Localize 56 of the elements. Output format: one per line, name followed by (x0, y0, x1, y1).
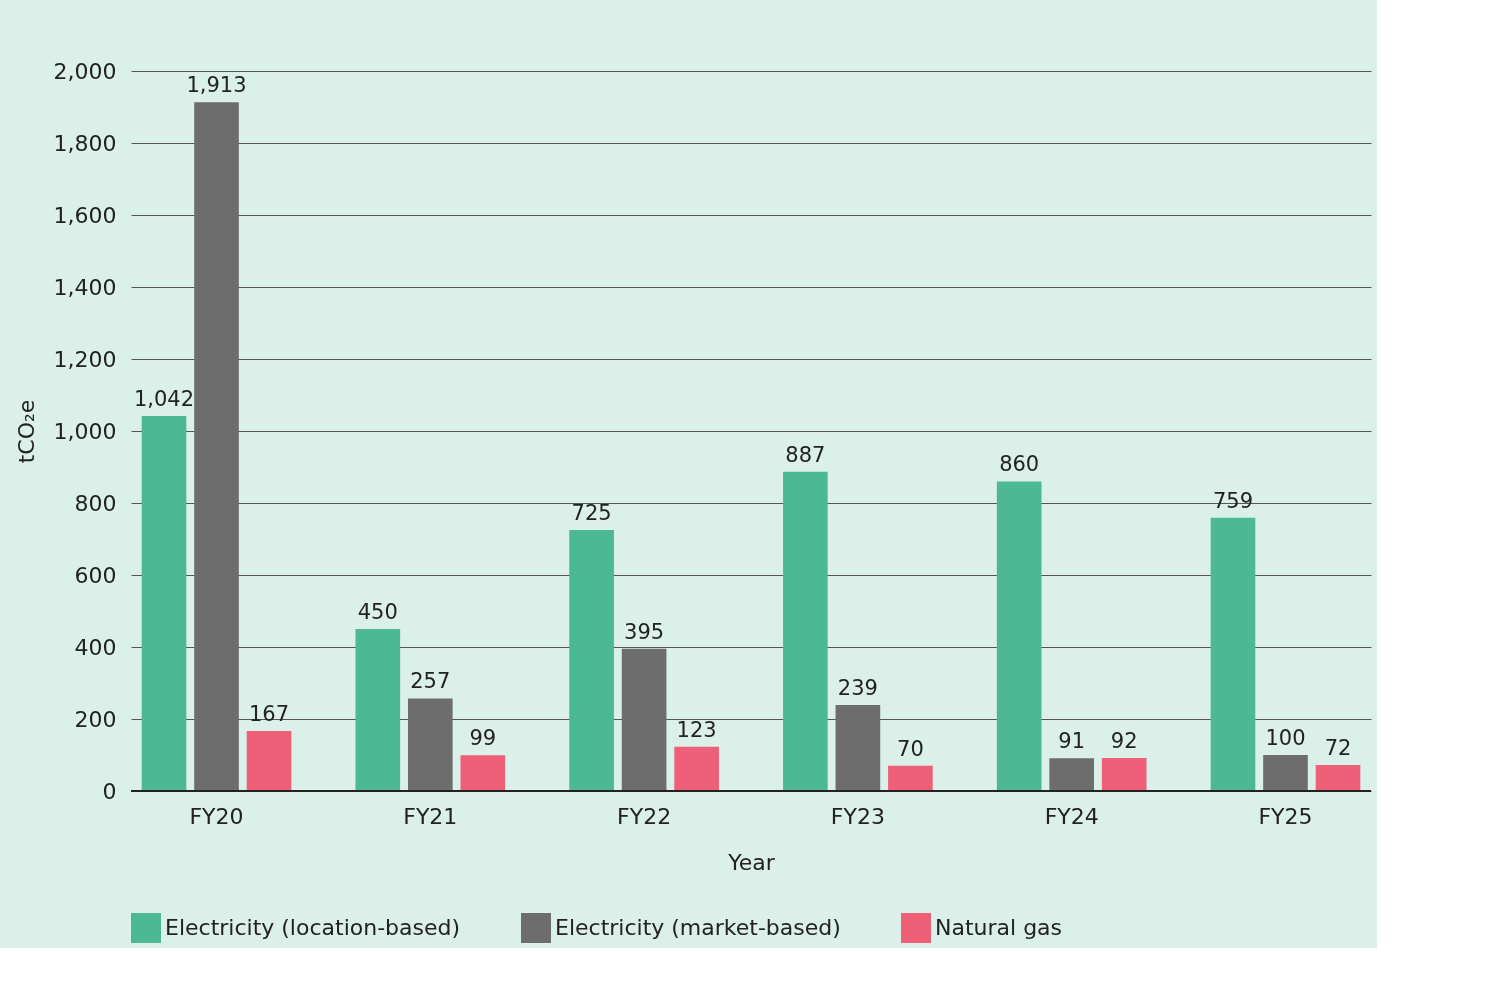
y-tick-label: 1,000 (53, 418, 117, 444)
y-tick-label: 1,800 (53, 130, 117, 156)
x-tick-label: FY20 (189, 803, 244, 829)
bar (621, 648, 667, 791)
data-label: 123 (676, 717, 717, 742)
x-tick-label: FY25 (1258, 803, 1313, 829)
legend-label: Natural gas (935, 915, 1063, 940)
y-tick-label: 200 (74, 706, 117, 732)
data-label: 1,042 (133, 386, 195, 411)
legend-label: Electricity (location-based) (165, 915, 461, 940)
bar (194, 102, 239, 791)
bar (407, 698, 453, 791)
y-tick-label: 1,200 (53, 346, 117, 372)
x-tick-label: FY24 (1044, 803, 1099, 829)
data-label: 395 (624, 619, 665, 644)
y-tick-label: 1,400 (53, 274, 117, 300)
data-label: 450 (357, 600, 398, 624)
data-label: 99 (469, 726, 497, 751)
x-tick-label: FY23 (830, 803, 885, 829)
y-tick-label: 1,600 (53, 202, 117, 228)
bar (835, 704, 881, 791)
data-label: 239 (837, 675, 878, 700)
y-tick-label: 800 (74, 490, 117, 516)
data-label: 91 (1058, 729, 1086, 754)
data-label: 100 (1265, 726, 1306, 750)
data-label: 725 (571, 501, 612, 525)
data-label: 72 (1324, 736, 1352, 761)
x-tick-label: FY22 (617, 803, 672, 829)
y-tick-label: 400 (74, 634, 117, 660)
x-tick-label: FY21 (403, 803, 458, 829)
bar (1315, 765, 1361, 791)
y-tick-label: 2,000 (53, 58, 117, 84)
data-label: 887 (785, 442, 826, 467)
bar (460, 755, 506, 791)
bar (1210, 517, 1256, 791)
y-axis-title: tCO₂e (13, 399, 39, 464)
bar (141, 415, 187, 791)
bar (246, 730, 292, 791)
bar (1049, 758, 1095, 791)
bar (569, 530, 614, 791)
bar (355, 629, 401, 791)
y-tick-label: 600 (74, 562, 117, 588)
y-tick-label: 0 (102, 778, 117, 804)
legend-label: Electricity (market-based) (555, 915, 841, 940)
data-label: 92 (1110, 728, 1138, 753)
bar (1263, 755, 1308, 791)
data-label: 70 (897, 736, 924, 761)
bar (888, 765, 933, 791)
bar (674, 746, 719, 791)
x-axis-title: Year (727, 849, 776, 875)
data-label: 1,913 (186, 73, 247, 98)
data-label: 257 (410, 669, 451, 694)
data-label: 860 (999, 452, 1040, 477)
bar (783, 471, 828, 791)
bar (1101, 757, 1147, 791)
bar (996, 481, 1042, 791)
